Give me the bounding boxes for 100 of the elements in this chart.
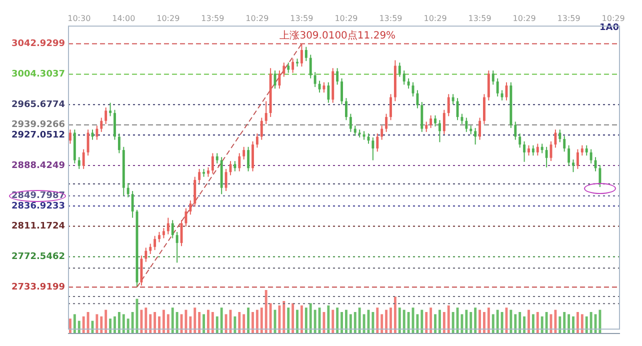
bar bbox=[465, 310, 468, 334]
y-tick-label: 2888.4249 bbox=[11, 160, 65, 171]
candlestick bbox=[100, 117, 103, 132]
bar bbox=[264, 290, 268, 334]
candlestick bbox=[434, 114, 436, 127]
bar bbox=[580, 314, 584, 334]
candlestick bbox=[500, 90, 504, 101]
bar bbox=[140, 310, 143, 334]
y-tick-label: 3042.9299 bbox=[11, 39, 65, 50]
bar bbox=[354, 312, 356, 334]
bar bbox=[585, 316, 588, 334]
candlestick bbox=[398, 62, 401, 78]
bar bbox=[532, 314, 534, 334]
bar bbox=[300, 305, 303, 334]
candlestick bbox=[576, 148, 579, 170]
bar bbox=[380, 314, 384, 334]
bar bbox=[563, 312, 566, 334]
candlestick bbox=[194, 176, 196, 208]
annotation: 上涨309.0100点11.29% bbox=[280, 29, 396, 42]
candlestick bbox=[452, 94, 454, 105]
candlestick bbox=[154, 235, 156, 251]
candlestick bbox=[585, 144, 588, 156]
candlestick bbox=[131, 190, 134, 218]
candlestick bbox=[256, 132, 258, 148]
candlestick bbox=[536, 143, 539, 156]
bar bbox=[149, 314, 152, 334]
x-tick-label: 13:59 bbox=[468, 14, 492, 23]
bar bbox=[242, 314, 246, 334]
bar bbox=[292, 303, 294, 334]
bar bbox=[309, 303, 312, 334]
bar bbox=[184, 310, 188, 334]
candlestick bbox=[264, 100, 268, 125]
bar bbox=[296, 310, 298, 334]
candlestick bbox=[442, 109, 446, 135]
candlestick bbox=[487, 70, 490, 101]
x-tick-label: 14:00 bbox=[112, 14, 136, 23]
candlestick bbox=[86, 129, 90, 156]
candlestick bbox=[336, 68, 339, 86]
bar bbox=[572, 316, 574, 334]
bar bbox=[332, 310, 334, 334]
bar bbox=[540, 316, 544, 334]
bar bbox=[496, 310, 499, 334]
bar bbox=[420, 310, 424, 334]
bar bbox=[122, 314, 125, 334]
candlestick bbox=[340, 78, 343, 105]
bar bbox=[327, 305, 330, 334]
bar bbox=[554, 310, 557, 334]
candlestick bbox=[287, 62, 290, 74]
bar bbox=[425, 312, 428, 334]
candlestick bbox=[460, 113, 464, 125]
candlestick bbox=[149, 243, 152, 254]
candlestick bbox=[69, 129, 72, 144]
bar bbox=[104, 310, 108, 334]
bar bbox=[189, 316, 192, 334]
bar bbox=[523, 316, 526, 334]
bar bbox=[100, 316, 103, 334]
candlestick bbox=[126, 182, 130, 198]
bar bbox=[452, 312, 454, 334]
bar bbox=[385, 310, 388, 334]
bar bbox=[73, 314, 76, 334]
x-tick-label: 10:29 bbox=[424, 14, 447, 23]
bar bbox=[154, 312, 156, 334]
candlestick bbox=[327, 82, 330, 104]
bar bbox=[402, 310, 406, 334]
bar bbox=[362, 314, 366, 334]
bar bbox=[287, 308, 290, 334]
y-tick-label: 2772.5462 bbox=[11, 252, 65, 262]
bar bbox=[349, 314, 352, 334]
x-tick-label: 13:59 bbox=[290, 14, 314, 23]
candlestick bbox=[118, 132, 120, 154]
bar bbox=[202, 314, 205, 334]
candlestick bbox=[260, 117, 263, 140]
candlestick bbox=[568, 144, 570, 166]
candlestick bbox=[166, 217, 170, 235]
candlestick bbox=[224, 168, 228, 192]
candlestick bbox=[465, 117, 468, 132]
candlestick bbox=[425, 121, 428, 132]
candlestick bbox=[349, 113, 352, 132]
candlestick bbox=[304, 46, 308, 62]
candlestick bbox=[545, 146, 548, 168]
bar bbox=[394, 296, 396, 334]
candlestick bbox=[211, 152, 214, 174]
bar bbox=[86, 312, 90, 334]
bar bbox=[336, 308, 339, 334]
bar bbox=[430, 308, 432, 334]
bar bbox=[358, 308, 361, 334]
candlestick bbox=[140, 255, 143, 286]
bar bbox=[304, 308, 308, 334]
candlestick bbox=[171, 220, 174, 239]
candlestick bbox=[322, 82, 326, 94]
bar bbox=[256, 310, 258, 334]
candlestick bbox=[376, 132, 379, 152]
bar bbox=[322, 312, 326, 334]
candlestick bbox=[96, 125, 98, 140]
candlestick bbox=[532, 144, 534, 156]
bar bbox=[220, 308, 223, 334]
candlestick bbox=[278, 70, 281, 90]
bar bbox=[474, 308, 477, 334]
candlestick bbox=[420, 101, 424, 132]
candlestick bbox=[207, 166, 210, 178]
